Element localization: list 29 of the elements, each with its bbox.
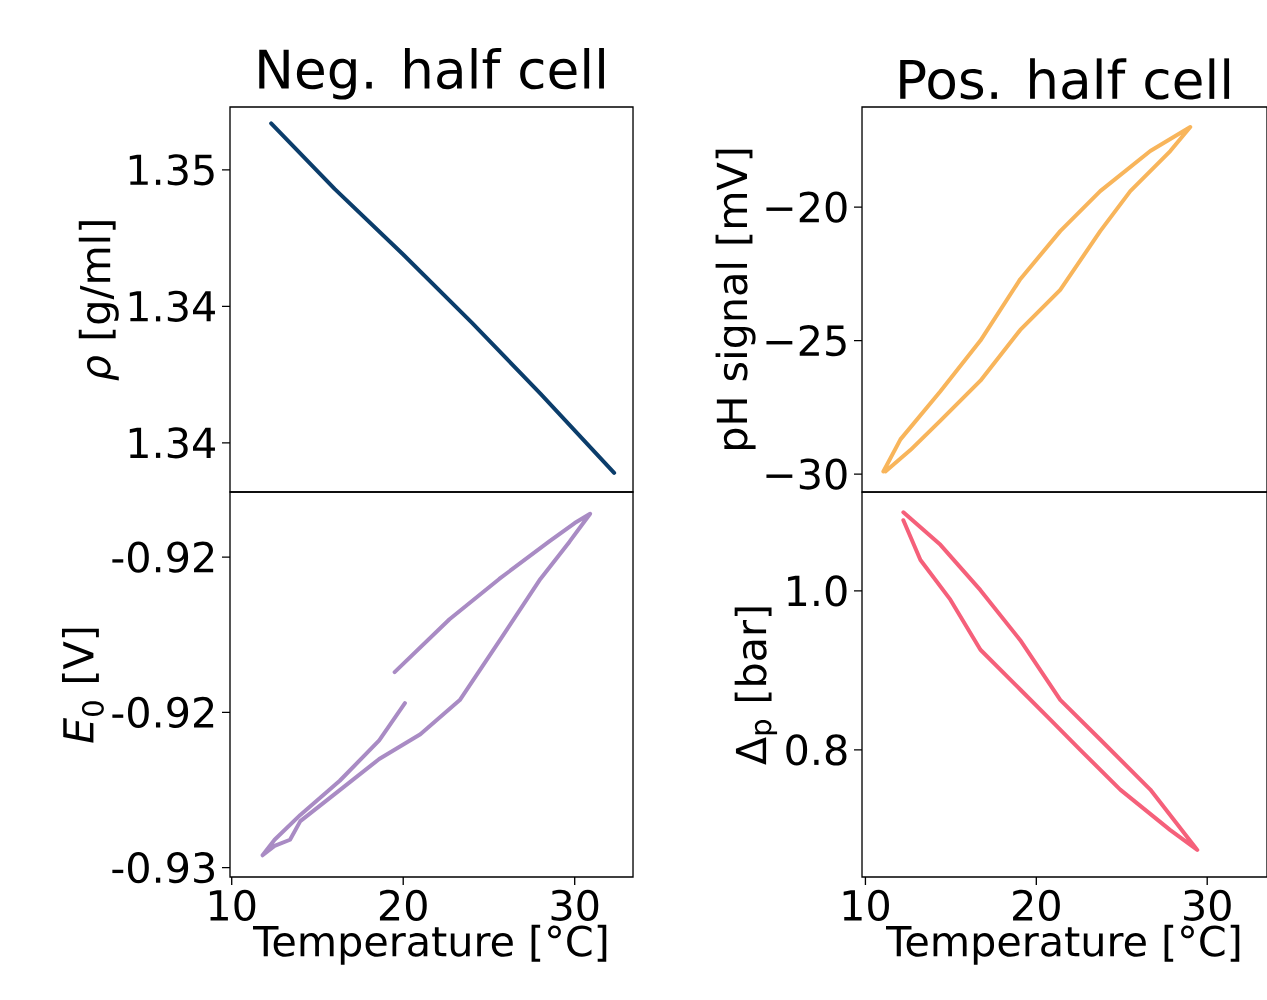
x-axis-title: Temperature [°C] bbox=[886, 924, 1240, 965]
y-axis-title: E$_{0}$ [V] bbox=[61, 628, 104, 743]
y-tick-label: 1.34 bbox=[129, 427, 215, 459]
y-tick-label: 1.35 bbox=[129, 154, 214, 186]
x-tick-label: 20 bbox=[1013, 889, 1060, 921]
line-series bbox=[901, 510, 1200, 852]
y-tick-label: 1.0 bbox=[788, 575, 847, 607]
y-tick-label: -0.92 bbox=[112, 696, 214, 729]
x-tick-label: 30 bbox=[1184, 889, 1231, 921]
y-tick-label: −20 bbox=[766, 191, 847, 223]
x-tick-label: 20 bbox=[379, 889, 427, 921]
y-tick-label: -0.93 bbox=[112, 852, 214, 884]
y-tick-label: -0.92 bbox=[112, 541, 214, 573]
y-tick-label: −30 bbox=[766, 458, 847, 490]
y-tick-label: 1.34 bbox=[129, 290, 215, 322]
x-axis-title: Temperature [°C] bbox=[253, 924, 607, 965]
x-tick-label: 10 bbox=[843, 889, 889, 921]
line-series bbox=[881, 125, 1193, 474]
y-axis-title: pH signal [mV] bbox=[715, 149, 756, 450]
y-tick-label: 0.8 bbox=[786, 734, 847, 766]
chart-title: Neg. half cell bbox=[259, 48, 604, 100]
y-axis-title: ρ [g/ml] bbox=[78, 221, 119, 381]
line-series bbox=[269, 121, 617, 475]
x-tick-label: 10 bbox=[209, 889, 256, 921]
line-series bbox=[260, 511, 593, 858]
y-tick-label: −25 bbox=[766, 324, 846, 357]
chart-title: Pos. half cell bbox=[900, 58, 1230, 100]
y-axis-title: Δ$_{p}$ [bar] bbox=[734, 607, 778, 765]
x-tick-label: 30 bbox=[551, 889, 599, 921]
